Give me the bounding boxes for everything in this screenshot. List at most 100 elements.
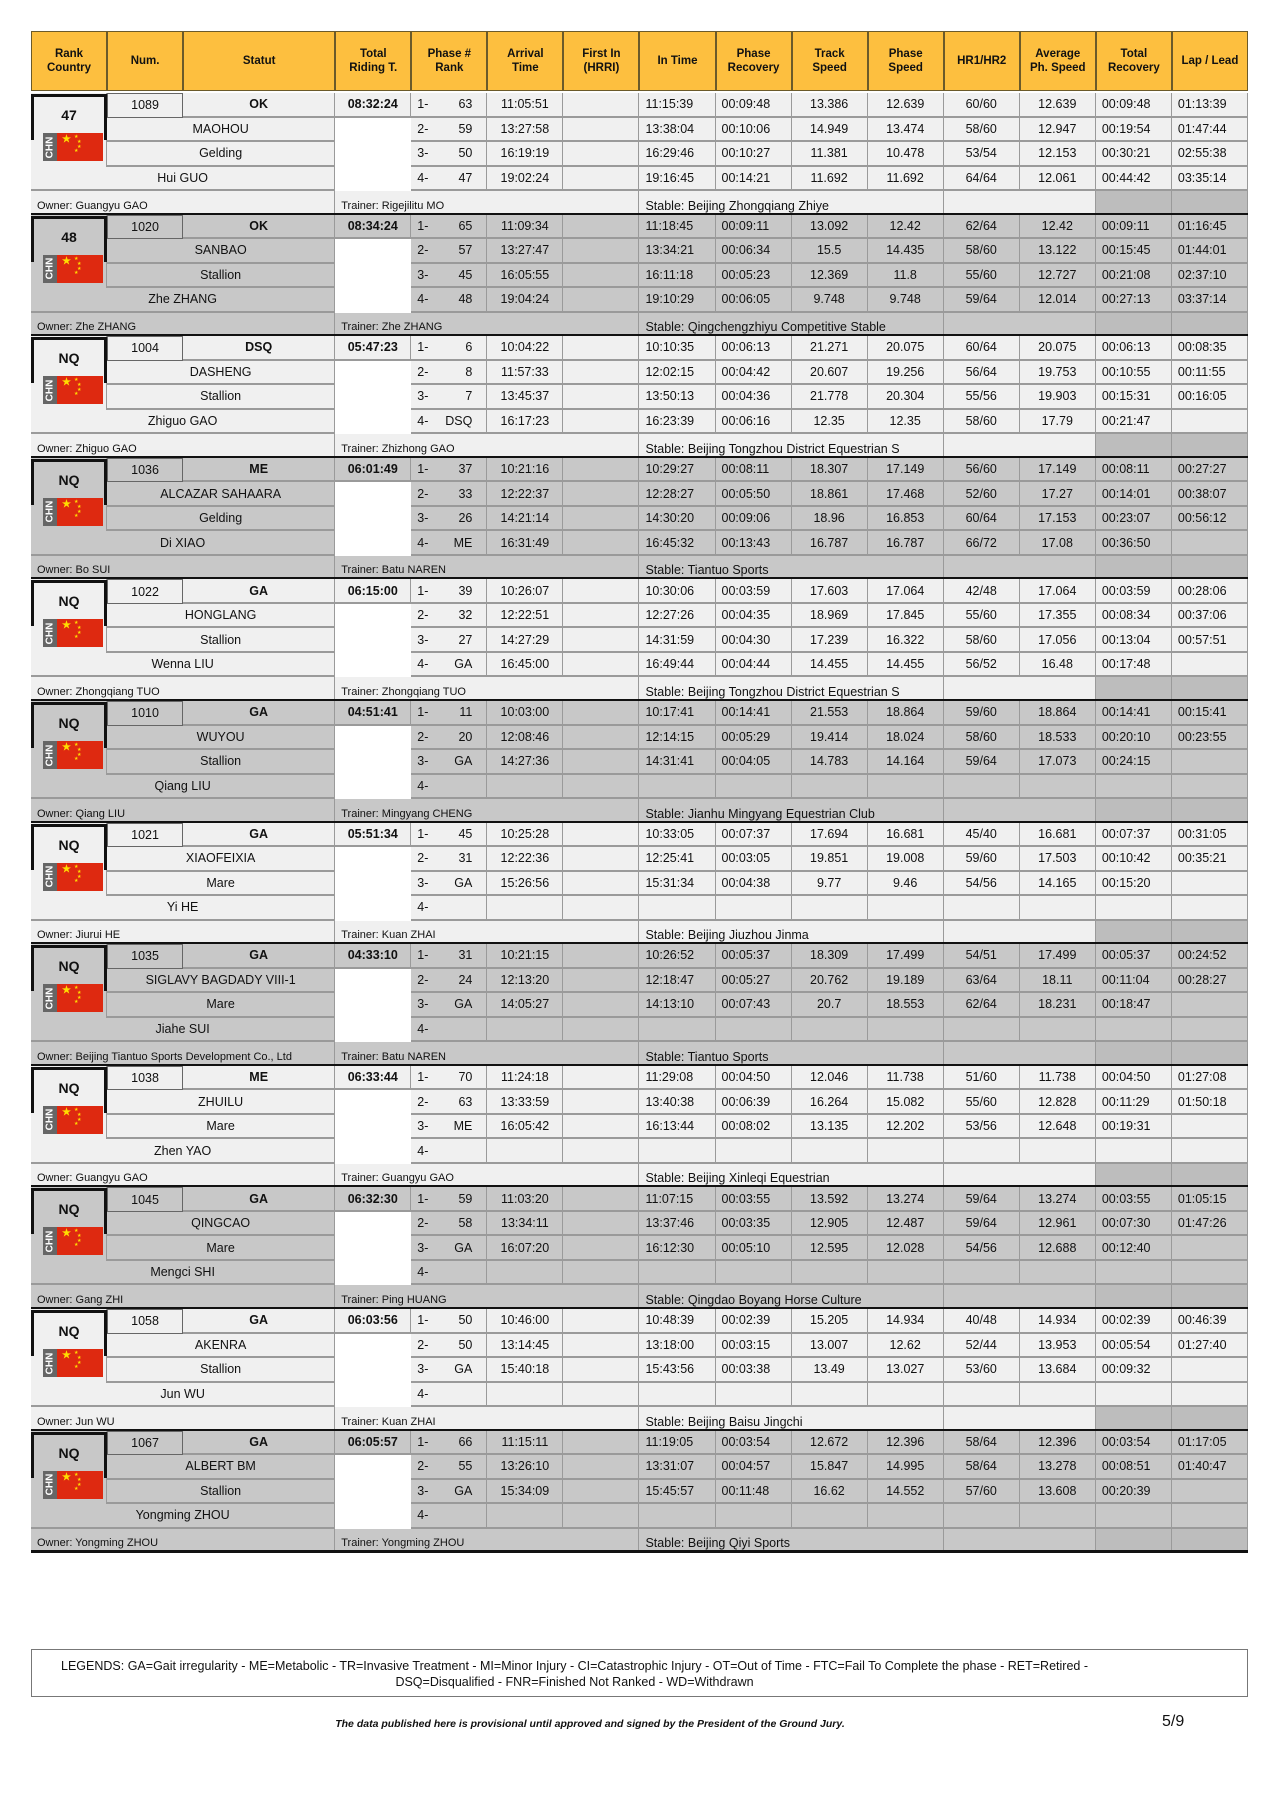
phase-speed-cell: 16.681: [867, 822, 944, 848]
total-recovery-cell: 00:11:04: [1095, 968, 1172, 994]
phase-speed-cell: [867, 1382, 944, 1407]
group-separator: [31, 1550, 1248, 1554]
arrival-time-cell: 11:03:20: [487, 1187, 564, 1212]
flag-red-field: ★ ★ ★ ★ ★: [57, 619, 103, 648]
header-in-time: In Time: [639, 31, 716, 91]
total-recovery-blank-cell: [1095, 1528, 1172, 1553]
first-in-cell: [563, 288, 640, 313]
lap-lead-cell: 00:08:35: [1171, 336, 1248, 361]
track-speed-cell: 21.778: [791, 385, 868, 410]
in-time-cell: [639, 1504, 716, 1529]
total-recovery-cell: [1095, 1017, 1172, 1043]
total-recovery-cell: 00:04:50: [1095, 1065, 1172, 1091]
total-recovery-cell: [1095, 1260, 1172, 1286]
first-in-cell: [563, 701, 640, 726]
country-code-text: CHN: [44, 1230, 56, 1253]
owner-cell: Owner: Jun WU: [31, 1407, 336, 1431]
horse-sex-cell: Gelding: [107, 506, 336, 532]
lap-lead-cell: 00:11:55: [1171, 360, 1248, 386]
track-speed-cell: 13.092: [791, 214, 868, 240]
phase-number: 1-: [417, 705, 429, 720]
phase-rank: 31: [458, 948, 473, 963]
phase-rank-cell: 4-: [411, 1504, 488, 1529]
phase-rank: 37: [458, 462, 473, 477]
lap-lead-cell: 01:16:45: [1171, 214, 1248, 240]
phase-recovery-cell: 00:09:06: [715, 506, 792, 532]
hr1-hr2-cell: 60/60: [943, 93, 1020, 118]
trainer-cell: Trainer: Batu NAREN: [335, 1042, 640, 1066]
total-recovery-cell: 00:36:50: [1095, 531, 1172, 556]
in-time-cell: 16:45:32: [639, 531, 716, 556]
arrival-time-cell: 16:07:20: [487, 1236, 564, 1261]
track-speed-cell: 13.135: [791, 1114, 868, 1140]
phase-number: 3-: [417, 1483, 429, 1498]
phase-rank: 50: [458, 1313, 473, 1328]
track-speed-cell: 17.239: [791, 628, 868, 653]
phase-recovery-cell: 00:03:38: [715, 1358, 792, 1383]
track-speed-cell: 19.851: [791, 847, 868, 872]
phase-rank: GA: [454, 997, 473, 1012]
trainer-cell: Trainer: Yongming ZHOU: [335, 1528, 640, 1553]
in-time-cell: 10:17:41: [639, 701, 716, 726]
phase-speed-cell: 12.028: [867, 1236, 944, 1261]
lap-lead-cell: 01:17:05: [1171, 1430, 1248, 1456]
phase-speed-cell: 12.42: [867, 214, 944, 240]
lap-lead-blank-cell: [1171, 555, 1248, 580]
phase-speed-cell: 14.552: [867, 1479, 944, 1505]
phase-rank-cell: 1- 65: [411, 214, 488, 240]
lap-lead-cell: 02:55:38: [1171, 142, 1248, 167]
rider-name-cell: Zhe ZHANG: [31, 288, 336, 313]
china-flag-icon: CHN ★ ★ ★ ★ ★: [43, 1227, 103, 1256]
group-separator: [31, 942, 1248, 946]
total-recovery-cell: 00:20:10: [1095, 725, 1172, 750]
china-flag-icon: CHN ★ ★ ★ ★ ★: [43, 619, 103, 648]
blank-cell: [943, 1042, 1096, 1066]
rank-badge: 48: [31, 215, 108, 262]
arrival-time-cell: 12:22:37: [487, 482, 564, 507]
header-average-phase-speed: Average Ph. Speed: [1019, 31, 1096, 91]
china-flag-icon: CHN ★ ★ ★ ★ ★: [43, 862, 103, 891]
header-phase-recovery: Phase Recovery: [715, 31, 792, 91]
phase-number: 3-: [417, 875, 429, 890]
total-riding-time-cell: 06:01:49: [335, 457, 412, 483]
hr1-hr2-cell: 63/64: [943, 968, 1020, 994]
track-speed-cell: 18.96: [791, 506, 868, 532]
phase-rank-cell: 3- GA: [411, 1358, 488, 1383]
statut-cell: GA: [183, 944, 336, 969]
hr1-hr2-cell: [943, 1139, 1020, 1164]
page-number: 5/9: [1162, 1713, 1185, 1730]
phase-recovery-cell: 00:04:35: [715, 603, 792, 629]
arrival-time-cell: 13:33:59: [487, 1090, 564, 1115]
phase-speed-cell: 12.35: [867, 409, 944, 435]
phase-recovery-cell: [715, 896, 792, 921]
first-in-cell: [563, 531, 640, 556]
phase-recovery-cell: 00:03:54: [715, 1430, 792, 1456]
phase-number: 3-: [417, 511, 429, 526]
phase-speed-cell: 13.027: [867, 1358, 944, 1383]
in-time-cell: 13:18:00: [639, 1333, 716, 1358]
track-speed-cell: 17.603: [791, 579, 868, 604]
country-code: CHN: [43, 376, 57, 405]
track-speed-cell: 16.264: [791, 1090, 868, 1115]
phase-number: 1-: [417, 1191, 429, 1206]
flag-red-field: ★ ★ ★ ★ ★: [57, 1470, 103, 1499]
total-recovery-cell: 00:02:39: [1095, 1309, 1172, 1334]
arrival-time-cell: [487, 1382, 564, 1407]
hr1-hr2-cell: 58/64: [943, 1455, 1020, 1480]
hr1-hr2-cell: 55/60: [943, 603, 1020, 629]
lap-lead-blank-cell: [1171, 1285, 1248, 1309]
horse-name-cell: ALCAZAR SAHAARA: [107, 482, 336, 507]
phase-rank: 65: [458, 218, 473, 233]
lap-lead-cell: 00:23:55: [1171, 725, 1248, 750]
track-speed-cell: 12.369: [791, 263, 868, 289]
header-first-in: First In (HRRI): [563, 31, 640, 91]
phase-rank-cell: 4- 48: [411, 288, 488, 313]
average-phase-speed-cell: 12.947: [1019, 117, 1096, 142]
phase-rank: 45: [458, 267, 473, 282]
blank-cell: [943, 312, 1096, 337]
header-lap-lead: Lap / Lead: [1171, 31, 1248, 91]
arrival-time-cell: [487, 896, 564, 921]
arrival-time-cell: 13:27:47: [487, 239, 564, 264]
lap-lead-cell: [1171, 1504, 1248, 1529]
average-phase-speed-cell: 18.533: [1019, 725, 1096, 750]
